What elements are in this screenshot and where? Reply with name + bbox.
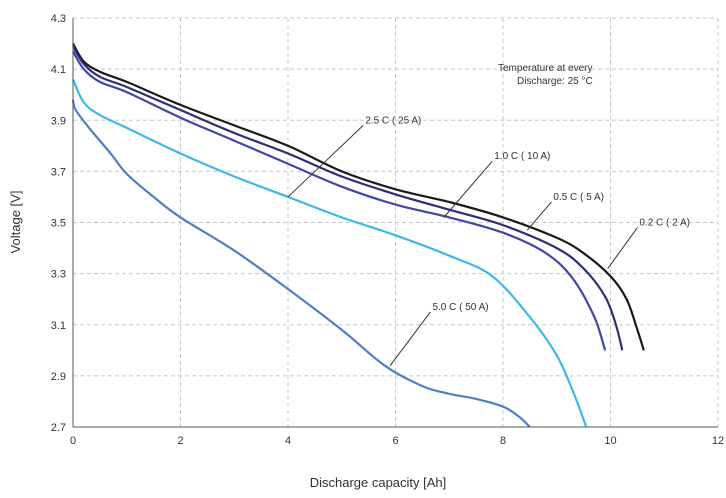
x-tick-label: 12 bbox=[712, 435, 724, 447]
annotation-label: 1.0 C ( 10 A) bbox=[494, 151, 550, 162]
series-line bbox=[71, 78, 588, 428]
x-tick-label: 2 bbox=[177, 435, 183, 447]
x-tick-label: 6 bbox=[392, 435, 398, 447]
series-lines bbox=[71, 43, 645, 428]
annotation-leader-line bbox=[443, 160, 493, 218]
axes: 0 2 4 6 8 10 12 2.7 2.9 3.1 3.3 3.5 3.7 3.9 4.1 4.3 bbox=[51, 13, 724, 447]
y-tick-label: 4.3 bbox=[51, 13, 66, 25]
y-tick-label: 3.5 bbox=[51, 218, 66, 230]
y-tick-label: 2.9 bbox=[51, 371, 66, 383]
temperature-note-line-1: Temperature at every bbox=[498, 63, 593, 74]
x-axis-title: Discharge capacity [Ah] bbox=[310, 475, 447, 490]
grid bbox=[73, 17, 719, 427]
y-tick-label: 3.3 bbox=[51, 269, 66, 281]
annotation-label: 5.0 C ( 50 A) bbox=[432, 302, 488, 313]
annotation-label: 0.2 C ( 2 A) bbox=[639, 218, 690, 229]
temperature-note-line-2: Discharge: 25 °C bbox=[517, 76, 593, 87]
y-tick-label: 3.9 bbox=[51, 115, 66, 127]
annotation-leader-line bbox=[287, 125, 364, 198]
annotation-label: 2.5 C ( 25 A) bbox=[365, 115, 421, 126]
annotations: 2.5 C ( 25 A) 1.0 C ( 10 A) 0.5 C ( 5 A) 0.… bbox=[287, 115, 690, 366]
y-tick-label: 3.7 bbox=[51, 166, 66, 178]
series-line bbox=[72, 45, 624, 351]
annotation-leader-line bbox=[526, 201, 552, 231]
series-line bbox=[72, 50, 607, 351]
x-tick-label: 0 bbox=[70, 435, 76, 447]
x-tick-label: 10 bbox=[604, 435, 616, 447]
series-line bbox=[72, 43, 645, 351]
annotation-label: 0.5 C ( 5 A) bbox=[553, 192, 604, 203]
series-line bbox=[71, 99, 531, 428]
y-tick-label: 3.1 bbox=[51, 320, 66, 332]
annotation-leader-line bbox=[389, 311, 431, 366]
x-tick-label: 8 bbox=[500, 435, 506, 447]
y-tick-label: 2.7 bbox=[51, 422, 66, 434]
annotation-leader-line bbox=[607, 227, 638, 269]
y-axis-title: Voltage [V] bbox=[8, 191, 23, 254]
y-tick-label: 4.1 bbox=[51, 64, 66, 76]
x-tick-label: 4 bbox=[285, 435, 291, 447]
